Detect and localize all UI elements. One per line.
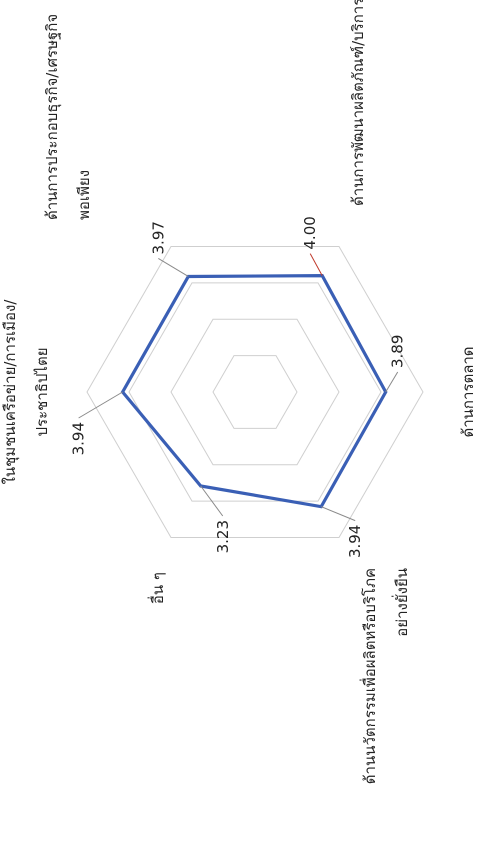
value-label-2: 4.00	[301, 216, 319, 249]
category-label-5: อื่น ๆ	[147, 572, 167, 604]
category-label-3: ด้านการตลาด	[459, 346, 477, 437]
value-label-5: 3.23	[214, 520, 232, 553]
value-leader-5	[200, 485, 224, 517]
grid-ring-2	[170, 318, 340, 466]
value-label-1: 3.97	[149, 221, 167, 254]
value-leader-2	[309, 253, 323, 276]
category-label-1: ด้านการประกอบธุรกิจ/เศรษฐกิจ พอเพียง	[43, 14, 93, 220]
radar-labels: 3.94 3.97 4.00 3.89 3.94 3.23 ด้านการประสานงาน…	[0, 0, 477, 784]
grid-ring-3	[128, 282, 382, 502]
radar-grid	[86, 246, 424, 538]
grid-ring-4	[86, 246, 424, 538]
category-label-0: ด้านการประสานงาน/การทำงานในชุมชนเครือข่า…	[0, 288, 51, 496]
value-label-0: 3.94	[70, 422, 88, 455]
value-label-3: 3.89	[389, 335, 407, 368]
value-leader-3	[385, 371, 399, 393]
category-label-2: ด้านการพัฒนาผลิตภัณฑ์/บริการ	[349, 0, 367, 206]
value-leader-4	[321, 506, 356, 522]
category-label-4: ด้านนวัตกรรมเพื่อผลิตหรือบริโภค อย่างยั่ง…	[359, 568, 411, 784]
value-leader-0	[78, 391, 123, 419]
series-line	[120, 273, 388, 509]
grid-ring-1	[212, 355, 298, 429]
value-leader-1	[158, 258, 189, 277]
radar-series	[120, 273, 388, 509]
value-label-4: 3.94	[346, 525, 364, 558]
radar-rotation-group: 3.94 3.97 4.00 3.89 3.94 3.23 ด้านการประสานงาน…	[0, 0, 477, 784]
